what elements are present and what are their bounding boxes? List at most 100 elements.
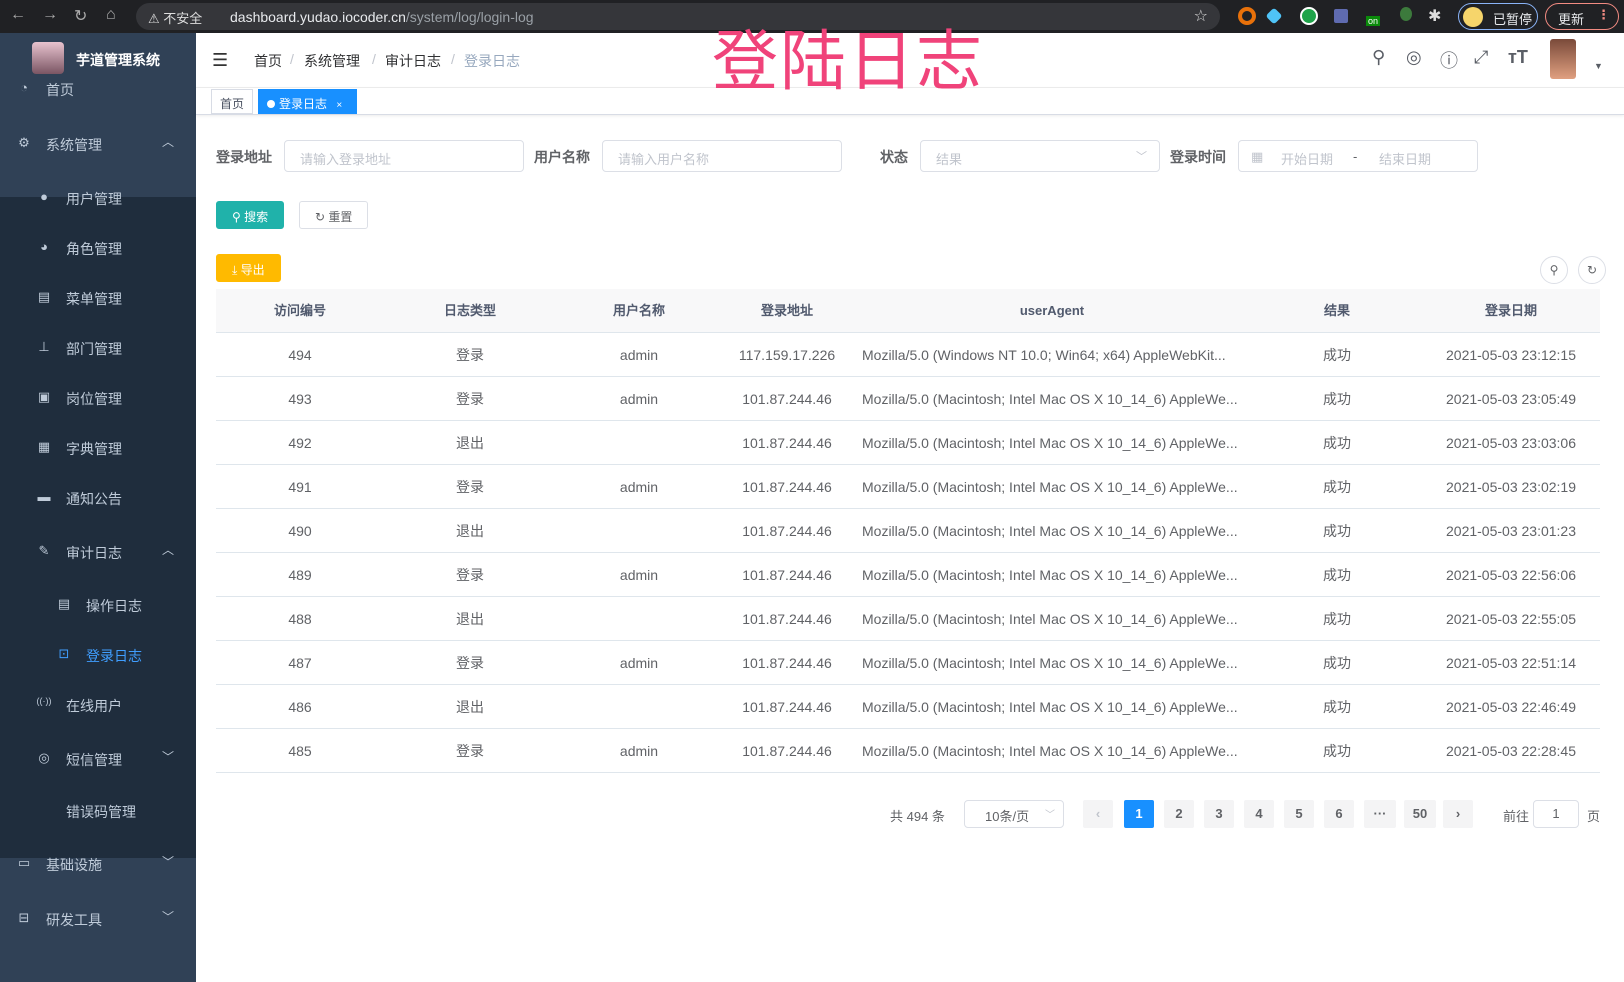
font-size-icon[interactable]: тT [1508, 47, 1528, 67]
sidebar-item-message[interactable]: ▬ 通知公告 [0, 476, 196, 520]
address-bar[interactable]: ⚠ 不安全 dashboard.yudao.iocoder.cn/system/… [136, 3, 1220, 30]
cell-login-date: 2021-05-03 22:56:06 [1446, 567, 1576, 583]
user-avatar[interactable] [1550, 39, 1576, 79]
update-button[interactable]: 更新 ⋮ [1545, 3, 1619, 30]
back-icon[interactable]: ← [10, 6, 26, 23]
username-input[interactable]: 请输入用户名称 [602, 140, 842, 172]
page-button[interactable]: 50 [1404, 800, 1436, 828]
sidebar-item-dict[interactable]: ▦ 字典管理 [0, 426, 196, 470]
close-icon[interactable]: × [336, 100, 343, 111]
github-icon[interactable]: ◎ [1406, 47, 1422, 67]
log-icon: ✎ [38, 543, 50, 558]
overlay-title: 登陆日志 [712, 23, 984, 100]
url-text: dashboard.yudao.iocoder.cn/system/log/lo… [230, 9, 534, 25]
sidebar-item-user[interactable]: ● 用户管理 [0, 176, 196, 220]
search-icon[interactable]: ⚲ [1372, 47, 1386, 67]
hamburger-icon[interactable]: ☰ [212, 50, 229, 70]
tag-home[interactable]: 首页 [211, 89, 254, 114]
user-icon: ● [40, 189, 48, 204]
submenu-background [0, 197, 196, 858]
more-pages-button[interactable]: ··· [1364, 800, 1396, 828]
table-row[interactable]: 491 登录 admin 101.87.244.46 Mozilla/5.0 (Maci… [216, 465, 1600, 509]
prev-page-button[interactable]: ‹ [1083, 800, 1113, 828]
extension-icon[interactable] [1265, 7, 1283, 25]
export-button[interactable]: ⤓ 导出 [216, 254, 281, 282]
table-row[interactable]: 494 登录 admin 117.159.17.226 Mozilla/5.0 (Win… [216, 333, 1600, 377]
breadcrumb-current: 登录日志 [464, 53, 520, 69]
sidebar-item-monitor[interactable]: ▭ 基础设施 ﹀ [0, 842, 196, 886]
sidebar-item-peoples[interactable]: ◕ 角色管理 [0, 226, 196, 270]
extension-icon[interactable] [1300, 7, 1318, 25]
breadcrumb-system[interactable]: 系统管理 [304, 53, 360, 69]
table-row[interactable]: 490 退出 101.87.244.46 Mozilla/5.0 (Macintosh… [216, 509, 1600, 553]
sidebar-item-dashboard[interactable]: ◔ 首页 [0, 67, 196, 111]
reset-button[interactable]: ↻ 重置 [299, 201, 369, 229]
bookmark-star-icon[interactable]: ☆ [1193, 8, 1208, 25]
column-header-result: 结果 [1252, 289, 1422, 333]
table-row[interactable]: 487 登录 admin 101.87.244.46 Mozilla/5.0 (Maci… [216, 641, 1600, 685]
page-button[interactable]: 4 [1244, 800, 1274, 828]
extension-icon[interactable] [1238, 7, 1256, 25]
toggle-search-button[interactable]: ⚲ [1540, 256, 1568, 284]
ip-input[interactable]: 请输入登录地址 [284, 140, 524, 172]
sidebar-item-online[interactable]: ((·)) 在线用户 [0, 683, 196, 727]
chevron-up-icon: ︿ [161, 543, 174, 557]
breadcrumb-audit[interactable]: 审计日志 [385, 53, 441, 69]
help-icon[interactable]: ⓘ [1440, 51, 1458, 71]
extension-icon[interactable] [1400, 7, 1412, 21]
goto-page-input[interactable]: 1 [1533, 800, 1579, 828]
table-row[interactable]: 486 退出 101.87.244.46 Mozilla/5.0 (Macintosh… [216, 685, 1600, 729]
table-row[interactable]: 493 登录 admin 101.87.244.46 Mozilla/5.0 (Maci… [216, 377, 1600, 421]
sidebar-item-shield[interactable]: ◎ 短信管理 ﹀ [0, 737, 196, 781]
page-button[interactable]: 2 [1164, 800, 1194, 828]
puzzle-icon[interactable]: ✱ [1428, 8, 1442, 25]
sidebar-item-tool[interactable]: ⊟ 研发工具 ﹀ [0, 897, 196, 941]
cell-login-ip: 101.87.244.46 [742, 743, 832, 759]
forward-icon[interactable]: → [42, 6, 58, 23]
next-page-button[interactable]: › [1443, 800, 1473, 828]
cell-user-agent: Mozilla/5.0 (Macintosh; Intel Mac OS X 1… [862, 391, 1238, 407]
tag-login-log[interactable]: 登录日志 × [258, 89, 357, 114]
page-button[interactable]: 5 [1284, 800, 1314, 828]
refresh-button[interactable]: ↻ [1578, 256, 1606, 284]
caret-down-icon[interactable]: ▼ [1594, 61, 1603, 71]
table-row[interactable]: 492 退出 101.87.244.46 Mozilla/5.0 (Macintosh… [216, 421, 1600, 465]
breadcrumb-home[interactable]: 首页 [254, 53, 282, 69]
chevron-down-icon: ﹀ [1136, 151, 1147, 163]
security-warning[interactable]: ⚠ 不安全 [148, 11, 203, 26]
sidebar-item-log[interactable]: ✎ 审计日志 ︿ [0, 530, 196, 574]
cell-user-agent: Mozilla/5.0 (Macintosh; Intel Mac OS X 1… [862, 479, 1238, 495]
date-range-picker[interactable]: ▦ 开始日期 - 结束日期 [1238, 140, 1478, 172]
sidebar-item-form[interactable]: ▤ 操作日志 [0, 583, 196, 627]
status-select[interactable]: 结果 ﹀ [920, 140, 1160, 172]
sidebar-item-logininfor[interactable]: ⊡ 登录日志 [0, 633, 196, 677]
cell-username: admin [619, 655, 659, 671]
fullscreen-icon[interactable]: ⤢ [1474, 47, 1489, 67]
cell-login-date: 2021-05-03 22:28:45 [1446, 743, 1576, 759]
page-button[interactable]: 6 [1324, 800, 1354, 828]
sidebar-item-code[interactable]: 错误码管理 [0, 789, 196, 833]
extension-icon[interactable] [1334, 9, 1348, 23]
sidebar-item-gear[interactable]: ⚙ 系统管理 ︿ [0, 122, 196, 166]
reload-icon[interactable]: ↻ [74, 8, 88, 25]
page-button[interactable]: 3 [1204, 800, 1234, 828]
table-row[interactable]: 485 登录 admin 101.87.244.46 Mozilla/5.0 (Maci… [216, 729, 1600, 773]
breadcrumb-separator: / [372, 51, 376, 67]
table-row[interactable]: 488 退出 101.87.244.46 Mozilla/5.0 (Macintosh… [216, 597, 1600, 641]
cell-login-ip: 101.87.244.46 [742, 699, 832, 715]
search-icon: ⚲ [1549, 263, 1559, 277]
home-icon[interactable]: ⌂ [106, 6, 116, 23]
page-button[interactable]: 1 [1124, 800, 1154, 828]
username-placeholder: 请输入用户名称 [618, 152, 710, 167]
sidebar-item-tree[interactable]: ⊥ 部门管理 [0, 326, 196, 370]
page-size-select[interactable]: 10条/页 ﹀ [964, 800, 1064, 828]
extension-badge[interactable]: on [1366, 16, 1381, 26]
sidebar-item-tree-table[interactable]: ▤ 菜单管理 [0, 276, 196, 320]
chevron-down-icon: ﹀ [161, 855, 174, 869]
sidebar-item-post[interactable]: ▣ 岗位管理 [0, 376, 196, 420]
profile-paused-button[interactable]: 已暂停 [1458, 3, 1538, 30]
table-row[interactable]: 489 登录 admin 101.87.244.46 Mozilla/5.0 (Maci… [216, 553, 1600, 597]
page-size-value: 10条/页 [985, 809, 1030, 824]
search-icon: ⚲ [232, 210, 241, 224]
search-button[interactable]: ⚲ 搜索 [216, 201, 285, 229]
